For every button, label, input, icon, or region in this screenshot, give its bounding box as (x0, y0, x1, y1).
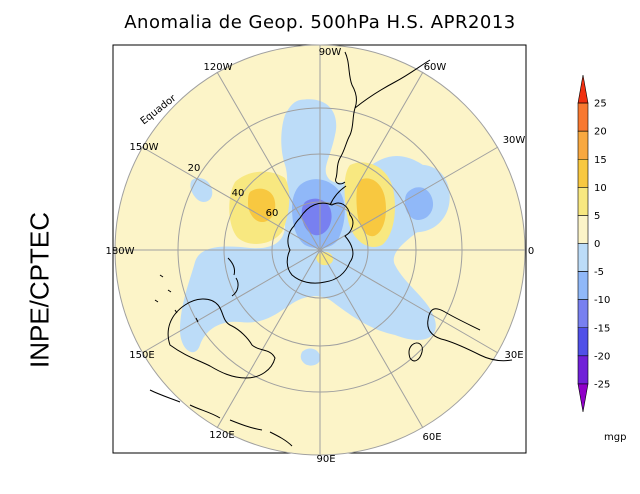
lon-label-90w: 90W (319, 47, 342, 58)
map-title: Anomalia de Geop. 500hPa H.S. APR2013 (124, 12, 516, 33)
madagascar-coast (408, 342, 423, 362)
lon-label-90e: 90E (316, 454, 335, 465)
negative-anomaly-south (300, 348, 321, 366)
lon-label-0: 0 (528, 246, 534, 257)
lat-label-20: 20 (188, 163, 201, 174)
colorbar-tick-label: -5 (594, 267, 604, 278)
colorbar-segment (577, 130, 589, 160)
lon-label-150w: 150W (130, 142, 159, 153)
lat-label-60: 60 (266, 208, 279, 219)
lon-label-150e: 150E (129, 350, 154, 361)
positive-anomaly-west-core (248, 188, 276, 222)
pacific-islands (154, 274, 199, 323)
colorbar-tick-label: 15 (594, 155, 607, 166)
new-zealand-coast (227, 257, 239, 297)
colorbar-tick-label: -20 (594, 351, 610, 362)
colorbar-tick-label: -10 (594, 295, 610, 306)
colorbar-segment (577, 271, 589, 300)
colorbar-tick-label: 10 (594, 183, 607, 194)
colorbar: 25 20 15 10 5 0 -5 -10 -15 -20 -25 (577, 74, 610, 413)
colorbar-segment (577, 327, 589, 357)
graticule (114, 44, 526, 456)
colorbar-tick-label: -15 (594, 323, 610, 334)
positive-anomaly-east-core (356, 178, 386, 237)
colorbar-tick-label: 5 (594, 211, 600, 222)
colorbar-segment (577, 74, 589, 104)
colorbar-segment (577, 383, 589, 413)
units-label: mgp (604, 432, 627, 443)
lon-label-180w: 180W (106, 246, 135, 257)
lat-label-40: 40 (232, 188, 245, 199)
colorbar-tick-label: 20 (594, 127, 607, 138)
antarctica-coast (286, 202, 354, 284)
colorbar-segment (577, 102, 589, 132)
lon-label-60w: 60W (424, 62, 447, 73)
peninsula-coast (329, 185, 347, 206)
lon-label-30e: 30E (504, 350, 523, 361)
africa-coast (427, 308, 513, 362)
colorbar-tick-label: 25 (594, 99, 607, 110)
lon-label-30w: 30W (503, 135, 526, 146)
colorbar-segment (577, 243, 589, 272)
indonesia-coast (149, 389, 293, 447)
australia-coast (167, 298, 276, 379)
lon-label-120w: 120W (204, 62, 233, 73)
negative-anomaly-east-core (404, 187, 434, 220)
coastlines (149, 51, 513, 447)
colorbar-segment (577, 215, 589, 244)
colorbar-segment (577, 299, 589, 329)
colorbar-tick-label: 0 (594, 239, 600, 250)
lon-label-60e: 60E (422, 432, 441, 443)
colorbar-segment (577, 187, 589, 216)
south-america-coast (335, 51, 431, 185)
colorbar-segment (577, 158, 589, 188)
colorbar-tick-label: -25 (594, 379, 610, 390)
lon-label-120e: 120E (209, 430, 234, 441)
colorbar-segment (577, 355, 589, 385)
